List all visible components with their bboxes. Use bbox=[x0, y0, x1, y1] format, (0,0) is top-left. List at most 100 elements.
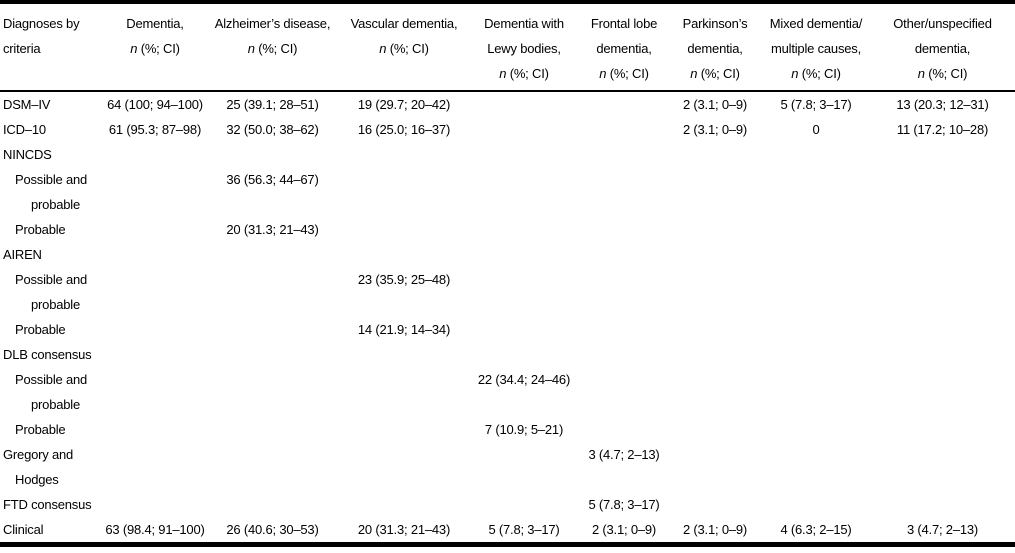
table-row: probable bbox=[0, 392, 1015, 417]
table-row: FTD consensus 5 (7.8; 3–17) bbox=[0, 492, 1015, 517]
header-line: Frontal lobe bbox=[590, 16, 658, 31]
table-row: NINCDS bbox=[0, 142, 1015, 167]
cell-mixed bbox=[762, 442, 870, 467]
cell-frontal: 3 (4.7; 2–13) bbox=[588, 447, 660, 462]
cell-mixed bbox=[762, 367, 870, 392]
cell-lewy bbox=[468, 242, 580, 267]
cell-parkinsons bbox=[668, 342, 762, 367]
cell-parkinsons bbox=[668, 317, 762, 342]
cell-vascular bbox=[340, 467, 468, 492]
header-line: Lewy bodies, bbox=[487, 41, 561, 56]
cell-dementia bbox=[105, 342, 205, 367]
cell-dementia bbox=[105, 392, 205, 417]
header-line: Diagnoses by bbox=[3, 16, 80, 31]
header-line: n (%; CI) bbox=[379, 41, 429, 56]
cell-vascular bbox=[340, 342, 468, 367]
column-header-criteria: Diagnoses by criteria bbox=[0, 2, 105, 92]
cell-vascular bbox=[340, 392, 468, 417]
cell-alzheimers bbox=[205, 267, 340, 292]
cell-dementia bbox=[105, 317, 205, 342]
cell-alzheimers bbox=[205, 242, 340, 267]
cell-mixed bbox=[762, 242, 870, 267]
cell-frontal bbox=[580, 292, 668, 317]
table-row: AIREN bbox=[0, 242, 1015, 267]
cell-other bbox=[870, 217, 1015, 242]
cell-frontal: 5 (7.8; 3–17) bbox=[588, 497, 660, 512]
table-row: Clinical 63 (98.4; 91–100) 26 (40.6; 30–53… bbox=[0, 517, 1015, 545]
header-line: multiple causes, bbox=[770, 41, 861, 56]
cell-alzheimers bbox=[205, 442, 340, 467]
cell-mixed: 4 (6.3; 2–15) bbox=[780, 522, 852, 537]
cell-vascular: 14 (21.9; 14–34) bbox=[357, 322, 451, 337]
header-line: n (%; CI) bbox=[130, 41, 180, 56]
cell-mixed bbox=[762, 142, 870, 167]
table-row: Possible and 36 (56.3; 44–67) bbox=[0, 167, 1015, 192]
header-line: dementia, bbox=[596, 41, 652, 56]
row-label: ICD–10 bbox=[3, 122, 46, 137]
cell-lewy: 7 (10.9; 5–21) bbox=[484, 422, 564, 437]
cell-other bbox=[870, 267, 1015, 292]
cell-alzheimers: 26 (40.6; 30–53) bbox=[226, 522, 319, 537]
cell-lewy bbox=[468, 317, 580, 342]
column-header-alzheimers: Alzheimer’s disease, n (%; CI) bbox=[205, 2, 340, 92]
table-row: Probable 7 (10.9; 5–21) bbox=[0, 417, 1015, 442]
cell-parkinsons: 2 (3.1; 0–9) bbox=[682, 122, 748, 137]
cell-parkinsons bbox=[668, 192, 762, 217]
cell-dementia bbox=[105, 442, 205, 467]
cell-parkinsons bbox=[668, 217, 762, 242]
cell-mixed bbox=[762, 467, 870, 492]
cell-parkinsons: 2 (3.1; 0–9) bbox=[682, 97, 748, 112]
column-header-parkinsons: Parkinson’s dementia, n (%; CI) bbox=[668, 2, 762, 92]
cell-mixed: 5 (7.8; 3–17) bbox=[780, 97, 852, 112]
cell-lewy bbox=[468, 117, 580, 142]
row-label: Clinical bbox=[3, 522, 44, 537]
row-label: Possible and bbox=[15, 172, 88, 187]
header-line: Dementia, bbox=[126, 16, 184, 31]
row-label: FTD consensus bbox=[3, 497, 92, 512]
row-label: probable bbox=[31, 197, 80, 212]
cell-other bbox=[870, 292, 1015, 317]
cell-mixed bbox=[762, 317, 870, 342]
cell-lewy bbox=[468, 167, 580, 192]
cell-frontal bbox=[580, 192, 668, 217]
cell-mixed bbox=[762, 342, 870, 367]
cell-frontal bbox=[580, 417, 668, 442]
cell-other: 3 (4.7; 2–13) bbox=[906, 522, 979, 537]
cell-parkinsons bbox=[668, 467, 762, 492]
header-line: Other/unspecified bbox=[893, 16, 992, 31]
table-row: DSM–IV 64 (100; 94–100) 25 (39.1; 28–51) 19… bbox=[0, 91, 1015, 117]
cell-other bbox=[870, 242, 1015, 267]
cell-parkinsons bbox=[668, 142, 762, 167]
cell-vascular: 23 (35.9; 25–48) bbox=[357, 272, 451, 287]
header-line: criteria bbox=[3, 41, 41, 56]
cell-lewy bbox=[468, 91, 580, 117]
header-line: Vascular dementia, bbox=[350, 16, 458, 31]
cell-lewy bbox=[468, 467, 580, 492]
cell-alzheimers: 36 (56.3; 44–67) bbox=[226, 172, 319, 187]
table-row: Possible and 22 (34.4; 24–46) bbox=[0, 367, 1015, 392]
cell-lewy bbox=[468, 392, 580, 417]
cell-vascular bbox=[340, 292, 468, 317]
cell-vascular bbox=[340, 192, 468, 217]
cell-parkinsons bbox=[668, 292, 762, 317]
cell-vascular bbox=[340, 167, 468, 192]
header-line: n (%; CI) bbox=[499, 66, 549, 81]
cell-mixed bbox=[762, 417, 870, 442]
row-label: AIREN bbox=[3, 247, 42, 262]
cell-other bbox=[870, 192, 1015, 217]
cell-dementia bbox=[105, 217, 205, 242]
header-line: n (%; CI) bbox=[599, 66, 649, 81]
cell-lewy bbox=[468, 192, 580, 217]
cell-vascular: 16 (25.0; 16–37) bbox=[357, 122, 451, 137]
cell-dementia bbox=[105, 142, 205, 167]
cell-vascular: 19 (29.7; 20–42) bbox=[357, 97, 451, 112]
cell-vascular bbox=[340, 242, 468, 267]
cell-other: 13 (20.3; 12–31) bbox=[896, 97, 989, 112]
cell-mixed bbox=[762, 392, 870, 417]
cell-other bbox=[870, 317, 1015, 342]
cell-dementia bbox=[105, 467, 205, 492]
header-line: Parkinson’s bbox=[682, 16, 748, 31]
table-body: DSM–IV 64 (100; 94–100) 25 (39.1; 28–51) 19… bbox=[0, 91, 1015, 545]
cell-alzheimers bbox=[205, 192, 340, 217]
cell-other bbox=[870, 492, 1015, 517]
